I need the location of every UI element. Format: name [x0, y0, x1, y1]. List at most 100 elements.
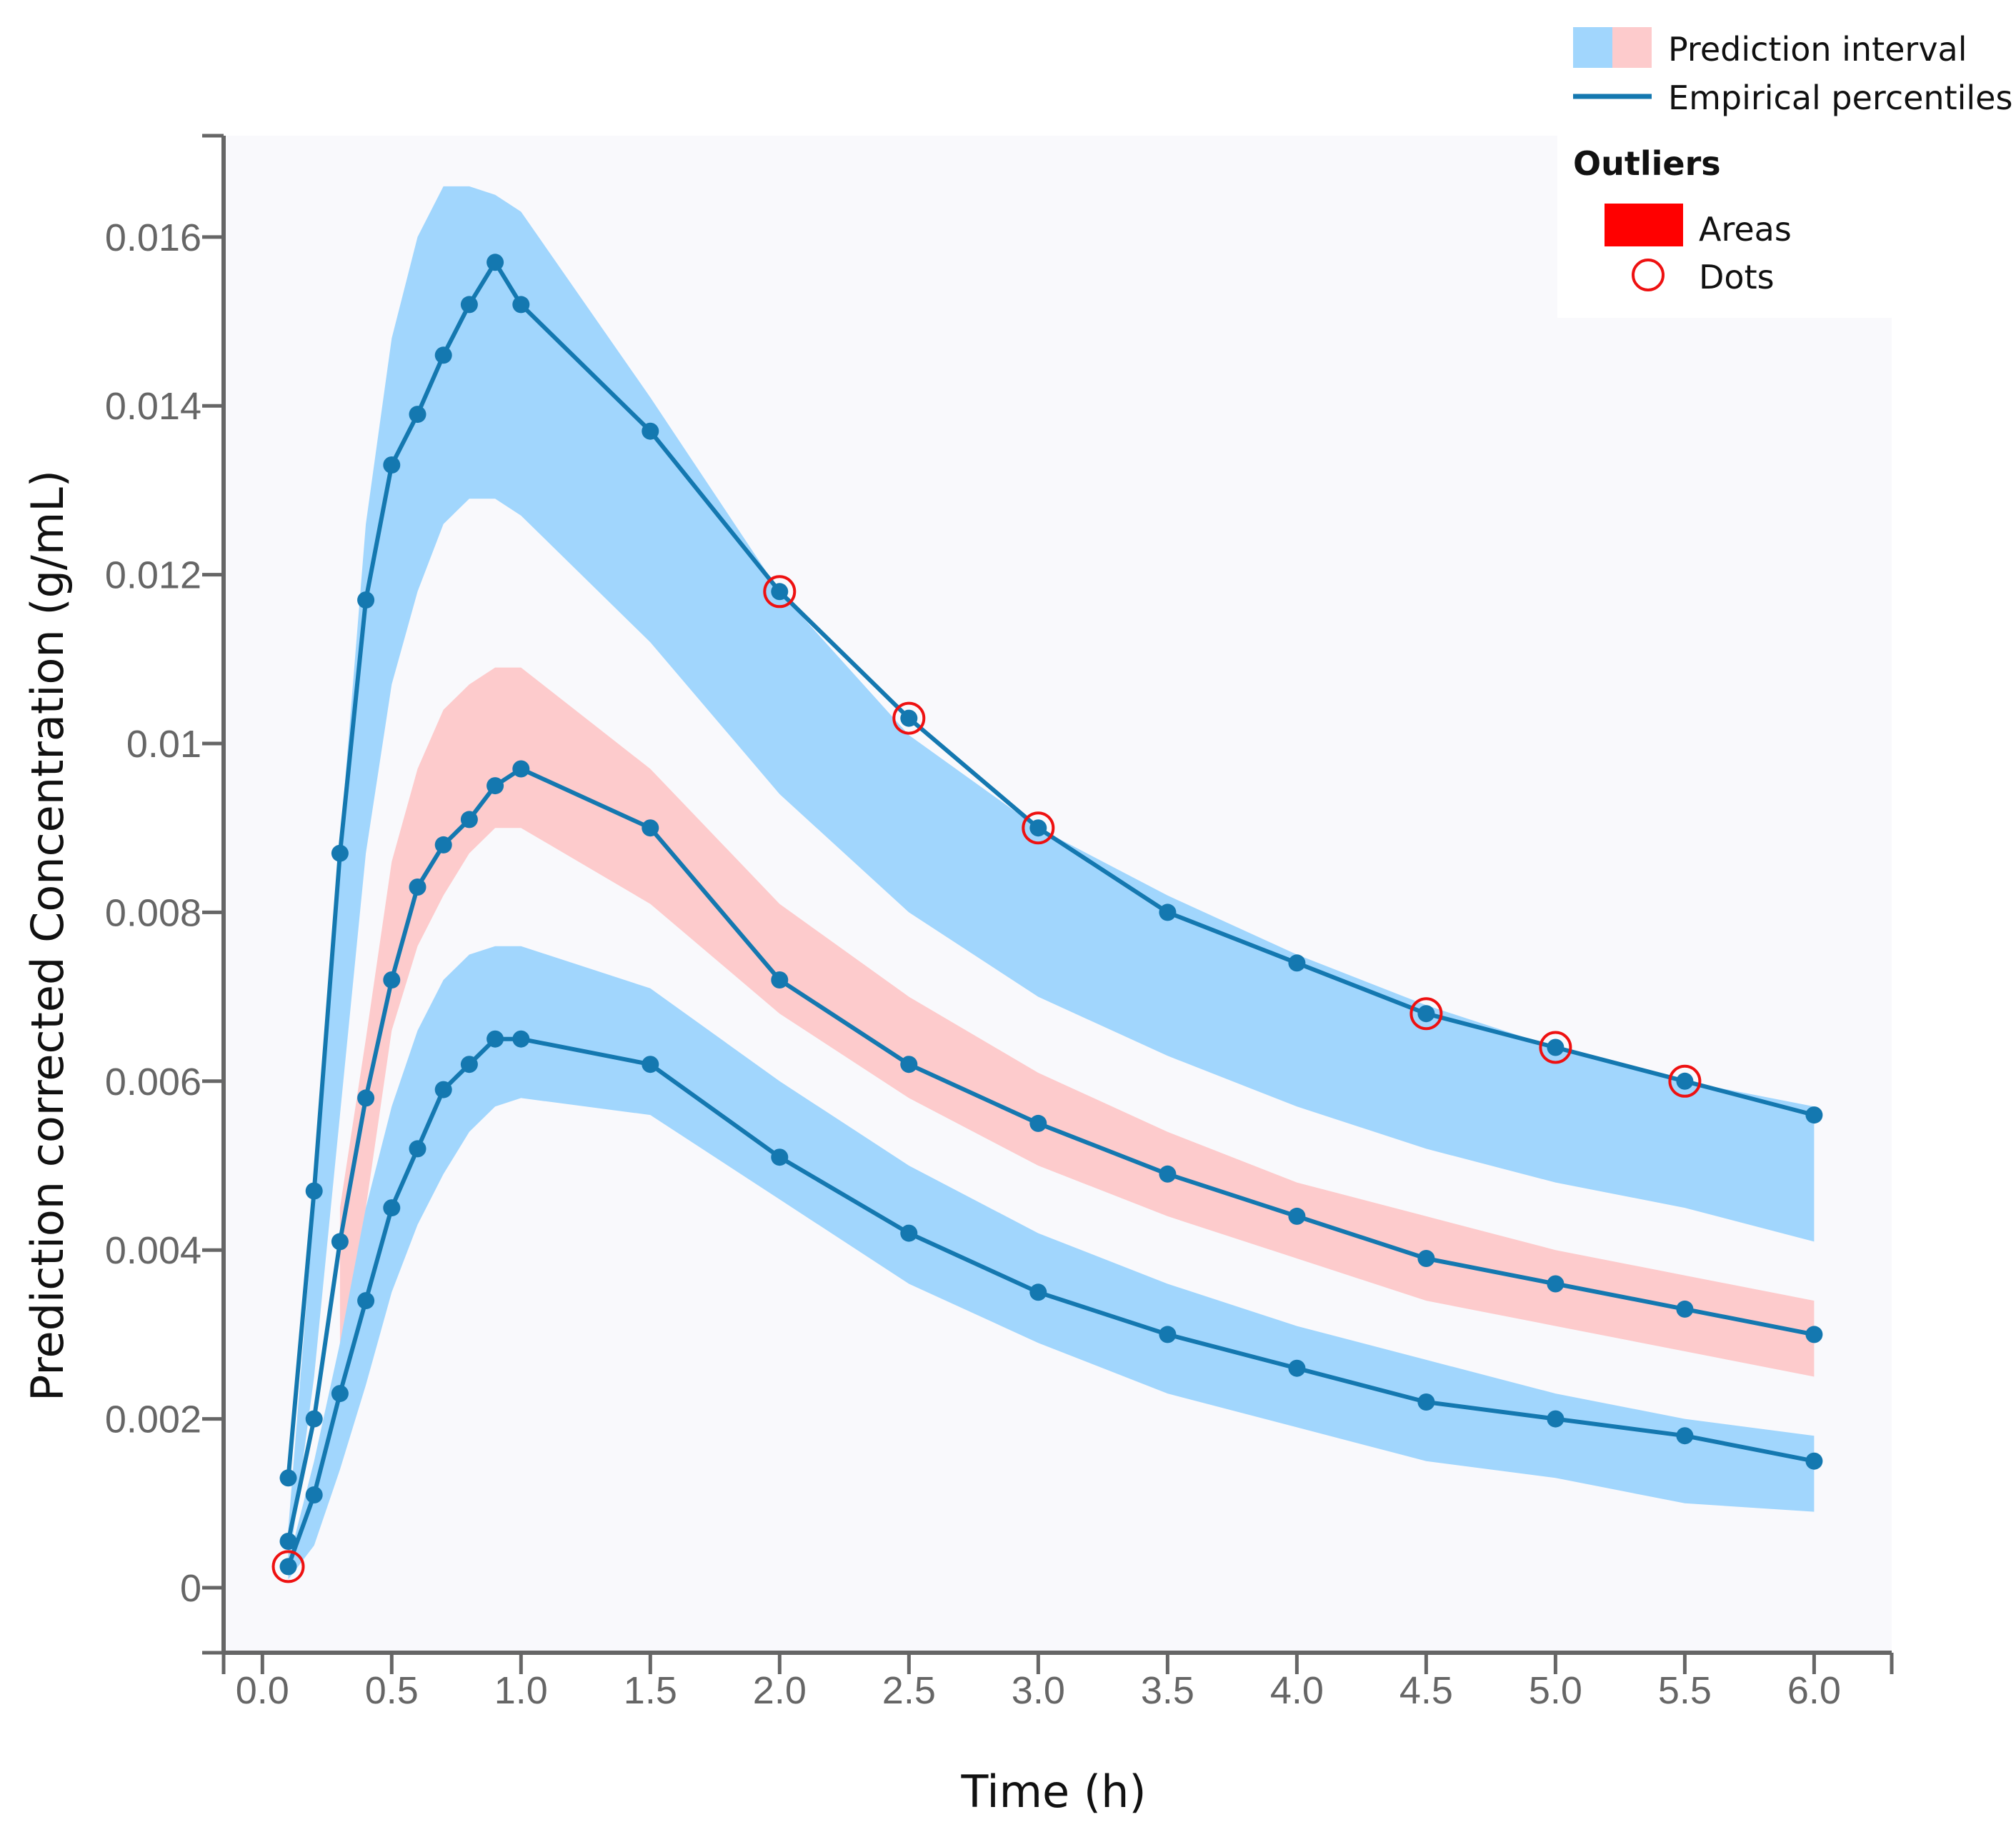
- percentile-point: [1159, 904, 1177, 921]
- y-tick-label: 0.004: [105, 1229, 201, 1272]
- y-tick-label: 0.01: [126, 723, 201, 766]
- legend-area-swatch: [1605, 204, 1683, 246]
- percentile-point: [512, 1030, 530, 1048]
- percentile-point: [383, 971, 401, 988]
- x-axis-title: Time (h): [960, 1766, 1146, 1818]
- percentile-point: [512, 760, 530, 778]
- percentile-points: [279, 254, 1823, 1576]
- axes: [221, 136, 1892, 1655]
- percentile-point: [1029, 1283, 1047, 1301]
- x-tick-label: 4.5: [1399, 1669, 1453, 1712]
- percentile-point: [771, 971, 789, 988]
- percentile-point: [900, 1224, 918, 1242]
- x-tick-label: 0.0: [236, 1669, 289, 1712]
- percentile-point: [1805, 1452, 1823, 1470]
- percentile-point: [357, 1089, 375, 1107]
- percentile-point: [1029, 819, 1047, 837]
- percentile-point: [305, 1182, 323, 1200]
- percentile-point: [409, 879, 426, 896]
- percentile-point: [357, 591, 375, 609]
- percentile-point: [1805, 1106, 1823, 1124]
- percentile-point: [900, 1056, 918, 1073]
- x-tick-label: 2.0: [753, 1669, 807, 1712]
- percentile-point: [642, 1056, 659, 1073]
- percentile-line-3: [286, 1036, 1815, 1568]
- legend-outliers-heading: Outliers: [1573, 144, 1721, 183]
- percentile-point: [512, 296, 530, 314]
- percentile-point: [460, 1056, 478, 1073]
- percentile-point: [305, 1410, 323, 1428]
- legend-empirical-percentiles-label: Empirical percentiles: [1668, 79, 2012, 117]
- percentile-point: [305, 1486, 323, 1503]
- percentile-point: [642, 422, 659, 440]
- legend-interval-swatch-red: [1612, 27, 1652, 68]
- percentile-point: [1417, 1250, 1435, 1267]
- percentile-point: [1805, 1326, 1823, 1343]
- x-tick-label: 5.0: [1529, 1669, 1582, 1712]
- axis-ticks: 0 0.002 0.004 0.006 0.008 0.01 0.012 0.014 0.016…: [105, 134, 1894, 1712]
- legend-areas-label: Areas: [1699, 210, 1792, 249]
- outlier-dot: [271, 1550, 305, 1583]
- percentile-line-2: [286, 766, 1815, 1542]
- outlier-dot: [1539, 1031, 1572, 1064]
- y-tick-label: 0: [180, 1567, 201, 1610]
- percentile-point: [771, 1148, 789, 1166]
- percentile-point: [279, 1469, 297, 1487]
- y-tick-label: 0.006: [105, 1061, 201, 1103]
- prediction-bands: [288, 186, 1815, 1580]
- percentile-point: [460, 811, 478, 829]
- legend: Prediction interval Empirical percentile…: [1557, 18, 2012, 318]
- percentile-point: [331, 1233, 349, 1251]
- y-tick-label: 0.016: [105, 216, 201, 259]
- legend-interval-swatch-blue: [1573, 27, 1612, 68]
- x-tick-label: 2.5: [882, 1669, 936, 1712]
- percentile-point: [1288, 1359, 1306, 1377]
- x-tick-label: 5.5: [1658, 1669, 1712, 1712]
- percentile-point: [771, 583, 789, 601]
- percentile-point: [900, 709, 918, 727]
- percentile-point: [383, 1199, 401, 1217]
- percentile-point: [486, 777, 504, 795]
- percentile-point: [1547, 1410, 1565, 1428]
- percentile-point: [1029, 1114, 1047, 1132]
- x-tick-label: 4.0: [1270, 1669, 1324, 1712]
- percentile-point: [1159, 1326, 1177, 1343]
- percentile-point: [434, 836, 452, 854]
- y-tick-label: 0.014: [105, 385, 201, 428]
- percentile-point: [1417, 1005, 1435, 1023]
- percentile-line-1: [286, 260, 1815, 1478]
- legend-dots-label: Dots: [1699, 258, 1775, 296]
- percentile-point: [1547, 1275, 1565, 1293]
- percentile-point: [1159, 1165, 1177, 1183]
- percentile-point: [409, 1140, 426, 1158]
- prediction-band-3: [288, 946, 1815, 1580]
- y-axis-title: Prediction corrected Concentration (g/mL…: [21, 470, 74, 1401]
- percentile-point: [1417, 1393, 1435, 1411]
- outlier-dots: [271, 575, 1702, 1583]
- prediction-band-2: [339, 667, 1815, 1386]
- percentile-point: [331, 844, 349, 862]
- x-tick-label: 3.0: [1012, 1669, 1065, 1712]
- percentile-point: [642, 819, 659, 837]
- percentile-lines: [286, 260, 1815, 1568]
- x-tick-label: 3.5: [1141, 1669, 1194, 1712]
- percentile-point: [486, 1030, 504, 1048]
- percentile-point: [279, 1558, 297, 1576]
- percentile-point: [331, 1385, 349, 1403]
- y-tick-label: 0.008: [105, 891, 201, 934]
- percentile-point: [460, 296, 478, 314]
- percentile-point: [1676, 1300, 1694, 1318]
- percentile-point: [486, 254, 504, 271]
- percentile-point: [434, 346, 452, 364]
- y-tick-label: 0.012: [105, 554, 201, 597]
- percentile-point: [383, 456, 401, 474]
- percentile-point: [1676, 1072, 1694, 1090]
- percentile-point: [409, 406, 426, 424]
- outlier-dot: [1409, 997, 1443, 1031]
- x-tick-label: 1.5: [624, 1669, 677, 1712]
- legend-prediction-interval-label: Prediction interval: [1668, 30, 1967, 69]
- legend-dot-swatch: [1632, 259, 1665, 291]
- outlier-dot: [763, 575, 797, 609]
- percentile-point: [357, 1292, 375, 1310]
- percentile-point: [434, 1081, 452, 1098]
